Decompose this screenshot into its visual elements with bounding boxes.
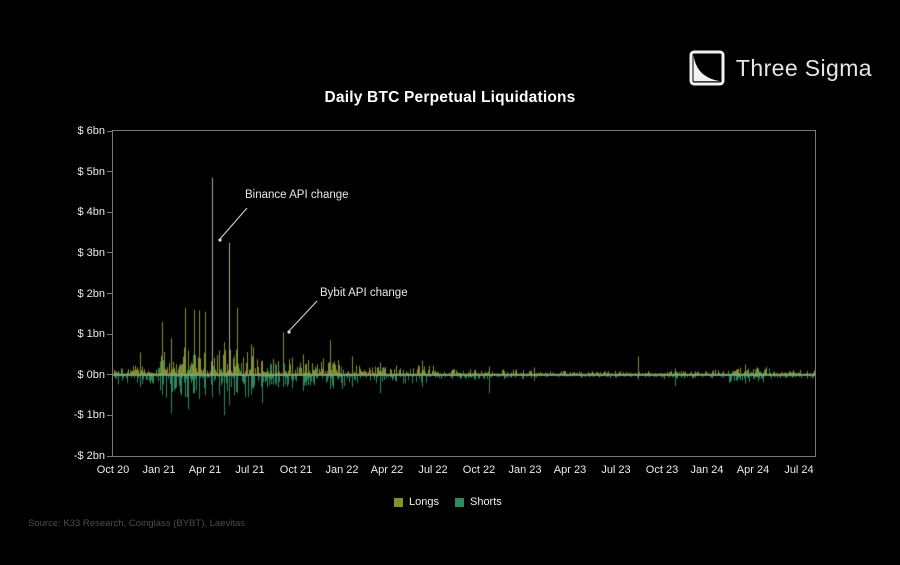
- legend-item-shorts: Shorts: [454, 496, 502, 508]
- longs-swatch-icon: [394, 497, 403, 507]
- y-axis-tick-mark: [107, 130, 112, 132]
- annotation-bybit-api-change: Bybit API change: [320, 287, 408, 299]
- y-axis-tick-label: -$ 2bn: [73, 450, 105, 462]
- x-axis-tick-label: Jan 23: [508, 464, 542, 476]
- y-axis-tick-mark: [107, 374, 112, 376]
- brand-name: Three Sigma: [735, 54, 872, 81]
- y-axis-tick-label: $ 6bn: [77, 125, 105, 137]
- legend-label-longs: Longs: [409, 496, 439, 508]
- y-axis-tick-label: -$ 1bn: [73, 409, 105, 421]
- brand-lockup: Three Sigma: [689, 50, 872, 86]
- x-axis-tick-label: Apr 21: [188, 464, 222, 476]
- y-axis-tick-mark: [107, 252, 112, 254]
- liquidations-chart-canvas: [113, 131, 815, 456]
- x-axis-tick-label: Apr 23: [553, 464, 587, 476]
- y-axis-tick-label: $ 1bn: [77, 328, 105, 340]
- chart-title: Daily BTC Perpetual Liquidations: [324, 89, 576, 106]
- legend-item-longs: Longs: [394, 496, 439, 508]
- x-axis-tick-label: Oct 20: [96, 464, 130, 476]
- y-axis-tick-label: $ 2bn: [77, 288, 105, 300]
- y-axis-tick-label: $ 4bn: [77, 206, 105, 218]
- shorts-swatch-icon: [454, 497, 464, 507]
- x-axis-tick-label: Jul 21: [235, 464, 265, 476]
- chart-legend: Longs Shorts: [394, 496, 502, 508]
- x-axis-tick-label: Jan 24: [690, 464, 724, 476]
- y-axis-tick-label: $ 5bn: [77, 166, 105, 178]
- y-axis-tick-label: $ 3bn: [77, 247, 105, 259]
- x-axis-tick-label: Oct 23: [645, 464, 679, 476]
- three-sigma-logo-icon: [689, 50, 725, 86]
- x-axis-tick-label: Jul 24: [784, 464, 814, 476]
- x-axis-tick-label: Oct 21: [279, 464, 313, 476]
- y-axis-tick-label: $ 0bn: [77, 369, 105, 381]
- legend-label-shorts: Shorts: [469, 496, 502, 508]
- source-attribution: Source: K33 Research, Coinglass (BYBT), …: [28, 518, 246, 529]
- x-axis-tick-label: Jul 22: [418, 464, 448, 476]
- y-axis-tick-mark: [107, 414, 112, 416]
- x-axis-tick-label: Apr 22: [370, 464, 404, 476]
- y-axis-tick-mark: [107, 455, 112, 457]
- x-axis-tick-label: Oct 22: [462, 464, 496, 476]
- x-axis-tick-label: Jul 23: [601, 464, 631, 476]
- y-axis-tick-mark: [107, 333, 112, 335]
- x-axis-tick-label: Jan 22: [325, 464, 359, 476]
- x-axis-tick-label: Jan 21: [142, 464, 176, 476]
- y-axis-tick-mark: [107, 211, 112, 213]
- y-axis-tick-mark: [107, 293, 112, 294]
- annotation-binance-api-change: Binance API change: [245, 189, 349, 201]
- plot-area: [112, 130, 816, 457]
- x-axis-tick-label: Apr 24: [736, 464, 770, 476]
- y-axis-tick-mark: [107, 171, 112, 173]
